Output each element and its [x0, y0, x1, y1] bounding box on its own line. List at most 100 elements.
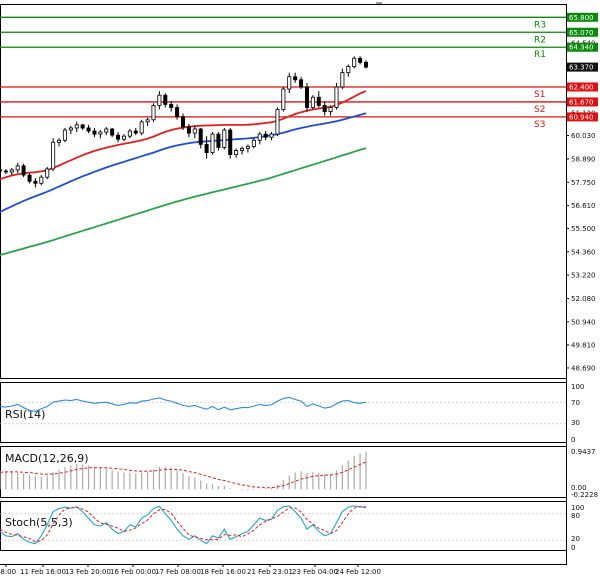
- candle-bullish: [127, 130, 132, 137]
- candle-bullish: [157, 94, 162, 106]
- candle-bullish: [346, 66, 351, 74]
- current-price-label: 63.370: [569, 64, 594, 72]
- level-tag-label-s3: 60.940: [569, 113, 594, 121]
- candle-bullish: [192, 128, 197, 134]
- candle-bullish: [245, 146, 250, 149]
- macd-signal-line: [0, 461, 367, 489]
- candle-bearish: [175, 107, 180, 118]
- time-tick-label: 13 Feb 20:00: [65, 568, 111, 576]
- current-price-tag: [567, 62, 598, 72]
- rsi-tick-0: 0: [571, 436, 575, 444]
- candle-bearish: [133, 130, 138, 134]
- candle-bullish: [310, 96, 315, 108]
- stoch-tick-100: 100: [571, 504, 584, 512]
- candle-bullish: [39, 176, 44, 184]
- time-tick-label: 18 Feb 16:00: [200, 568, 246, 576]
- time-tick-label: 11 Feb 16:00: [20, 568, 66, 576]
- candle-bullish: [57, 139, 62, 143]
- candle-bearish: [322, 105, 327, 112]
- price-tick-label: 55.500: [571, 225, 596, 233]
- candle-bullish: [151, 105, 156, 121]
- candle-bearish: [163, 94, 168, 105]
- candle-bullish: [145, 119, 150, 123]
- candle-bearish: [21, 165, 26, 176]
- level-name-r3: R3: [534, 20, 546, 30]
- price-tick-label: 58.890: [571, 155, 596, 163]
- candle-bearish: [169, 103, 174, 108]
- stoch-tick-0: 0: [571, 544, 575, 552]
- candle-bearish: [80, 124, 85, 129]
- time-tick-label: 08:00: [0, 568, 16, 576]
- level-tag-label-s1: 62.400: [569, 83, 594, 91]
- level-tag-r2: [567, 27, 598, 37]
- stoch-tick-80: 80: [571, 512, 580, 520]
- candle-bearish: [216, 133, 221, 148]
- candle-bullish: [251, 139, 256, 147]
- price-tick-label: 53.220: [571, 272, 596, 280]
- stoch-layer: [0, 505, 566, 545]
- candle-bearish: [304, 86, 309, 108]
- stoch-label: Stoch(5,5,3): [5, 516, 73, 529]
- level-tag-label-s2: 61.670: [569, 98, 594, 106]
- level-tag-label-r1: 64.340: [569, 44, 594, 52]
- stoch-k-line: [0, 505, 367, 545]
- candle-bearish: [263, 133, 268, 138]
- price-tick-label: 50.940: [571, 318, 596, 326]
- level-tag-s2: [567, 97, 598, 107]
- candle-bullish: [98, 131, 103, 135]
- level-tag-s3: [567, 112, 598, 122]
- candle-bearish: [186, 126, 191, 134]
- candle-bearish: [228, 129, 233, 156]
- level-tag-r1: [567, 42, 598, 52]
- axes-layer: 64.54061.12060.03058.89057.75056.61055.5…: [0, 12, 598, 576]
- price-tick-label: 48.690: [571, 364, 596, 372]
- price-tick-label: 54.360: [571, 248, 596, 256]
- candle-bearish: [110, 128, 115, 136]
- level-name-r2: R2: [534, 35, 546, 45]
- rsi-line: [0, 396, 367, 412]
- price-layer: R3 R2 R1 S1 S2 S3: [0, 16, 566, 256]
- level-name-s3: S3: [534, 120, 545, 130]
- level-name-s2: S2: [534, 105, 545, 115]
- candle-bearish: [180, 116, 185, 128]
- candle-bearish: [3, 170, 8, 173]
- rsi-tick-30: 30: [571, 419, 580, 427]
- macd-tick-min: -0.2228: [571, 491, 598, 499]
- candle-bullish: [269, 133, 274, 138]
- candle-bearish: [358, 57, 363, 63]
- time-tick-label: 16 Feb 00:00: [110, 568, 156, 576]
- candle-bearish: [33, 180, 38, 184]
- candle-bearish: [316, 96, 321, 106]
- candle-bearish: [86, 127, 91, 132]
- macd-tick-max: 0.9437: [571, 448, 596, 456]
- time-tick-label: 17 Feb 08:00: [155, 568, 201, 576]
- macd-layer: [0, 451, 367, 491]
- candle-bullish: [234, 150, 239, 156]
- candle-bearish: [0, 169, 3, 172]
- candle-bullish: [287, 76, 292, 90]
- price-tick-label: 56.610: [571, 202, 596, 210]
- candle-bullish: [121, 135, 126, 140]
- moving-average-line-2: [0, 112, 367, 213]
- candle-bullish: [9, 169, 14, 173]
- stoch-tick-20: 20: [571, 535, 580, 543]
- candle-bullish: [275, 109, 280, 135]
- level-tag-label-r2: 65.070: [569, 29, 594, 37]
- candle-bearish: [204, 143, 209, 153]
- price-tick-label: 49.810: [571, 342, 596, 350]
- price-tick-label: 60.030: [571, 132, 596, 140]
- candle-bullish: [334, 86, 339, 108]
- level-name-r1: R1: [534, 50, 546, 60]
- macd-label: MACD(12,26,9): [5, 452, 89, 465]
- rsi-tick-70: 70: [571, 399, 580, 407]
- candle-bearish: [116, 134, 121, 140]
- candle-bearish: [293, 76, 298, 81]
- candle-bullish: [352, 57, 357, 67]
- candle-bullish: [257, 133, 262, 141]
- candle-bullish: [328, 107, 333, 112]
- macd-tick-zero: 0.00: [571, 484, 587, 492]
- moving-average-line-3: [0, 147, 367, 256]
- level-name-s1: S1: [534, 90, 545, 100]
